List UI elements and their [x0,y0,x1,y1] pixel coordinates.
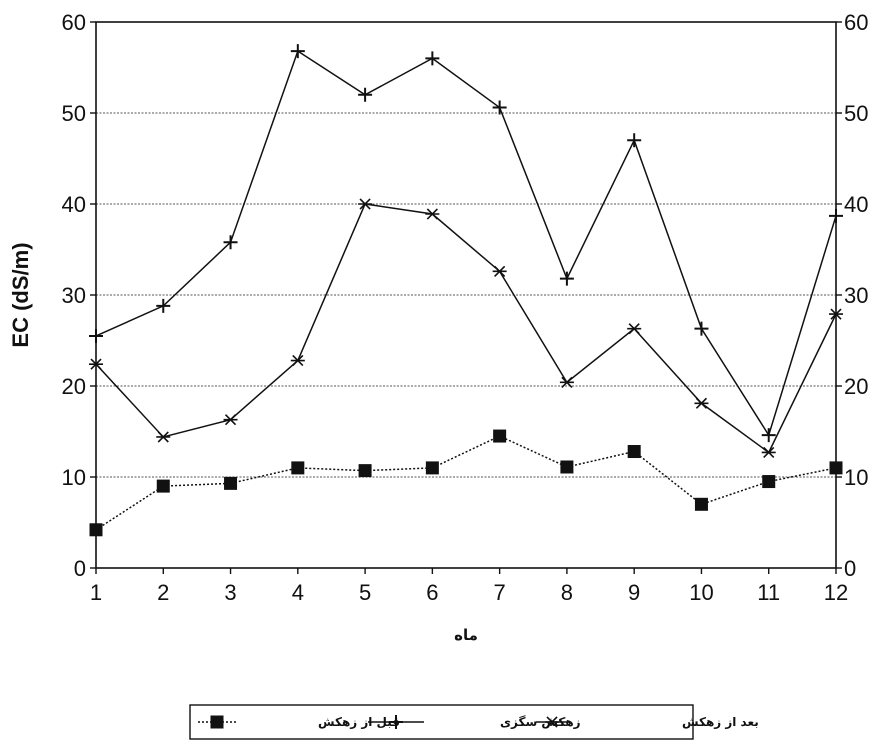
point-plus-7 [492,100,507,115]
gridlines [96,112,836,478]
point-square-9 [627,445,641,459]
series-asterisk [89,198,843,459]
x-tick-label-4: 4 [292,580,304,605]
left-tick-label-30: 30 [62,283,86,308]
left-tick-label-50: 50 [62,101,86,126]
series-plus [89,44,843,443]
left-tick-label-40: 40 [62,192,86,217]
legend-marker-square [210,715,224,729]
right-y-axis: 0 10 20 30 40 50 60 [836,10,868,581]
point-square-1 [89,523,103,537]
point-asterisk-10 [694,397,709,409]
legend-label-square: قبل از زهکش [318,715,400,729]
legend-marker-asterisk [545,716,559,728]
series-line-plus [95,49,837,437]
x-tick-label-5: 5 [359,580,371,605]
point-plus-8 [559,271,574,286]
left-tick-label-60: 60 [62,10,86,35]
point-plus-10 [694,321,709,336]
series-line-asterisk [95,203,837,454]
point-asterisk-6 [425,208,440,220]
point-square-8 [560,460,574,474]
x-tick-label-3: 3 [224,580,236,605]
x-tick-label-6: 6 [426,580,438,605]
point-plus-1 [89,328,103,343]
x-tick-label-10: 10 [689,580,713,605]
right-tick-label-10: 10 [844,465,868,490]
right-tick-label-30: 30 [844,283,868,308]
point-square-10 [694,497,708,511]
point-asterisk-12 [829,308,843,320]
x-axis: 1 2 3 4 5 6 7 8 9 10 11 12 [90,568,848,605]
point-plus-9 [627,133,642,148]
series-line-square [95,435,837,531]
point-square-4 [291,461,305,475]
legend-item-asterisk: بعد از زهکش [536,715,759,729]
point-plus-5 [358,87,373,102]
x-tick-label-9: 9 [628,580,640,605]
x-tick-label-11: 11 [757,580,780,605]
point-plus-6 [425,51,440,66]
y-axis-title: EC (dS/m) [8,242,33,347]
point-asterisk-11 [761,446,776,459]
left-tick-label-20: 20 [62,374,86,399]
point-square-11 [762,475,776,489]
point-square-7 [493,429,507,443]
point-square-2 [156,479,170,493]
right-tick-label-50: 50 [844,101,868,126]
x-tick-label-12: 12 [824,580,848,605]
right-tick-label-0: 0 [844,556,856,581]
right-tick-label-40: 40 [844,192,868,217]
point-plus-4 [290,44,305,59]
point-plus-3 [223,235,238,250]
point-plus-11 [761,428,776,443]
plot-frame [95,21,837,569]
point-plus-2 [156,298,171,313]
left-tick-label-0: 0 [74,556,86,581]
x-axis-title: ماه [454,626,478,644]
legend-item-square: قبل از زهکش [198,715,400,729]
left-y-axis: 0 10 20 30 40 50 60 [62,10,96,581]
point-asterisk-7 [492,265,507,277]
legend-box [189,704,694,740]
series-square [89,429,843,537]
x-tick-label-7: 7 [494,580,506,605]
x-tick-label-2: 2 [157,580,169,605]
legend-marker-plus [389,715,403,729]
point-asterisk-1 [89,358,103,370]
left-tick-label-10: 10 [62,465,86,490]
point-asterisk-8 [559,376,574,388]
legend: قبل از زهکش زهکش سگزی بعد از زهکش [189,704,759,740]
point-asterisk-3 [223,414,238,426]
series-group [89,44,843,537]
right-tick-label-20: 20 [844,374,868,399]
legend-label-asterisk: بعد از زهکش [682,715,759,729]
point-asterisk-9 [627,323,642,335]
point-asterisk-2 [156,431,171,443]
x-tick-label-1: 1 [90,580,102,605]
point-square-12 [829,461,843,475]
point-square-6 [425,461,439,475]
right-tick-label-60: 60 [844,10,868,35]
point-asterisk-4 [290,354,305,367]
point-square-5 [358,464,372,478]
x-tick-label-8: 8 [561,580,573,605]
point-square-3 [224,476,238,490]
point-plus-12 [829,208,843,223]
point-asterisk-5 [358,198,373,210]
